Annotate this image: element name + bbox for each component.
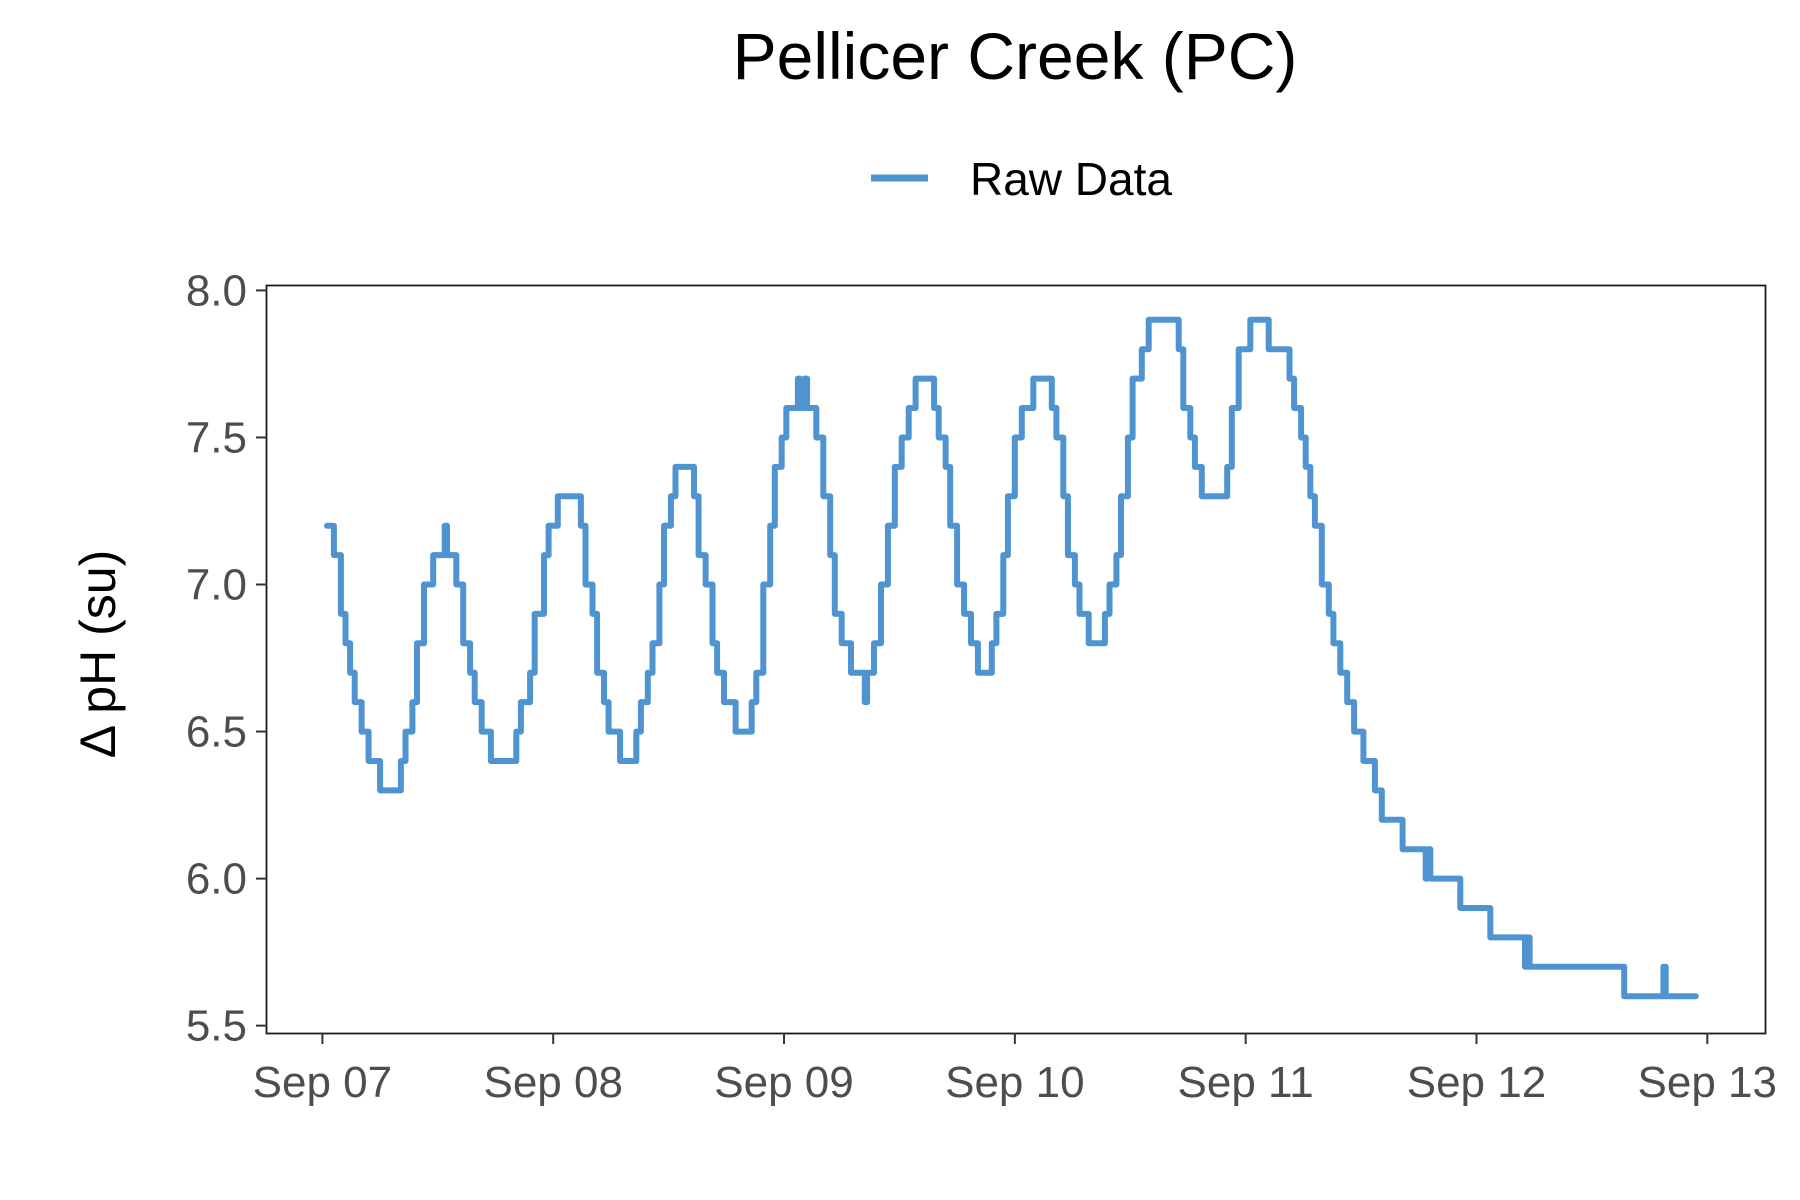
y-tick-label: 7.0 [186, 561, 247, 610]
x-axis: Sep 07 Sep 08 Sep 09 Sep 10 Sep 11 Sep 12 Sep … [253, 1033, 1777, 1107]
y-axis-label: Δ pH (su) [70, 550, 126, 758]
y-tick-label: 8.0 [186, 266, 247, 315]
y-tick-label: 6.5 [186, 708, 247, 757]
x-tick-label: Sep 07 [253, 1058, 392, 1107]
x-tick-label: Sep 11 [1178, 1058, 1314, 1107]
x-tick-label: Sep 10 [945, 1058, 1084, 1107]
plot-panel [265, 284, 1767, 1035]
y-axis: 5.5 6.0 6.5 7.0 7.5 8.0 [186, 266, 267, 1051]
chart-title: Pellicer Creek (PC) [733, 19, 1298, 93]
x-tick-label: Sep 12 [1407, 1058, 1546, 1107]
x-tick-label: Sep 13 [1638, 1058, 1777, 1107]
y-tick-label: 7.5 [186, 413, 247, 462]
x-tick-label: Sep 09 [714, 1058, 853, 1107]
legend-label-raw-data: Raw Data [970, 153, 1172, 205]
legend: Raw Data [871, 153, 1172, 205]
series-line-raw-data [324, 316, 1699, 1000]
y-tick-label: 6.0 [186, 855, 247, 904]
series-group [324, 316, 1699, 1000]
y-tick-label: 5.5 [186, 1002, 247, 1051]
x-tick-label: Sep 08 [483, 1058, 622, 1107]
